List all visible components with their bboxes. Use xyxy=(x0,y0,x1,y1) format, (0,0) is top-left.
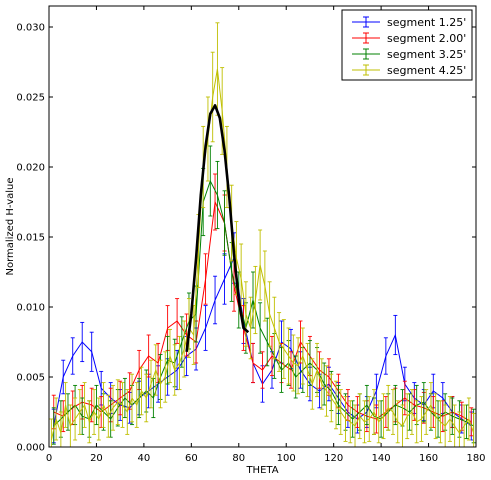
x-tick-label: 140 xyxy=(372,453,391,464)
series-line xyxy=(53,179,474,427)
axes-frame xyxy=(48,5,477,448)
fit-curve xyxy=(185,104,250,352)
series-line xyxy=(53,200,472,423)
y-tick-label: 0.030 xyxy=(16,23,45,34)
x-tick-label: 80 xyxy=(232,453,245,464)
data-layer xyxy=(49,22,476,447)
x-tick-label: 160 xyxy=(419,453,438,464)
legend-label: segment 2.00' xyxy=(387,32,466,45)
y-tick-label: 0.000 xyxy=(16,443,45,454)
fit-layer xyxy=(185,104,250,352)
x-tick-label: 120 xyxy=(324,453,343,464)
y-tick-label: 0.005 xyxy=(16,373,45,384)
y-tick-label: 0.025 xyxy=(16,93,45,104)
tick-layer: 0 20 40 60 80 100 120 140 160 180 0.000 0.005 0.010 0… xyxy=(16,6,486,464)
legend-label: segment 3.25' xyxy=(387,48,466,61)
legend-label: segment 4.25' xyxy=(387,64,466,77)
x-axis-label: THETA xyxy=(245,465,278,476)
legend-label: segment 1.25' xyxy=(387,16,466,29)
x-tick-label: 180 xyxy=(466,453,485,464)
y-tick-label: 0.020 xyxy=(16,163,45,174)
x-tick-label: 20 xyxy=(90,453,103,464)
x-tick-label: 100 xyxy=(277,453,296,464)
x-tick-label: 60 xyxy=(185,453,198,464)
y-tick-label: 0.015 xyxy=(16,233,45,244)
x-tick-label: 0 xyxy=(46,453,52,464)
series-line xyxy=(50,68,475,441)
series-4 xyxy=(49,22,476,447)
x-tick-label: 40 xyxy=(138,453,151,464)
legend: segment 1.25' segment 2.00' segment 3.25' s… xyxy=(341,9,473,81)
y-tick-label: 0.010 xyxy=(16,303,45,314)
y-axis-label: Normalized H-value xyxy=(5,177,16,275)
